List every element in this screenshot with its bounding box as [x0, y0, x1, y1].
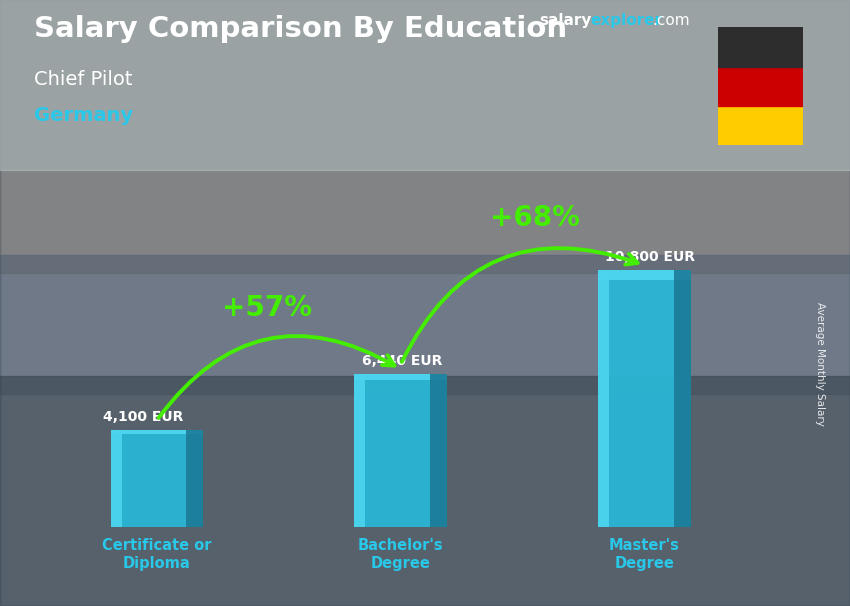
FancyArrowPatch shape [402, 248, 638, 362]
Bar [0, 0, 850, 273]
Text: 6,440 EUR: 6,440 EUR [361, 354, 442, 368]
Bar [718, 67, 803, 106]
Bar [186, 430, 203, 527]
Text: Chief Pilot: Chief Pilot [34, 70, 133, 88]
Bar [430, 374, 447, 527]
Bar [598, 270, 609, 527]
Text: 10,800 EUR: 10,800 EUR [605, 250, 695, 264]
Text: Salary Comparison By Education: Salary Comparison By Education [34, 15, 567, 43]
Text: explorer: explorer [591, 13, 663, 28]
Bar [0, 376, 850, 606]
Text: .com: .com [653, 13, 690, 28]
Bar [354, 374, 366, 527]
Text: Average Monthly Salary: Average Monthly Salary [815, 302, 825, 425]
Bar [598, 270, 690, 281]
Text: 4,100 EUR: 4,100 EUR [104, 410, 184, 424]
Bar [110, 430, 122, 527]
Bar [0, 0, 850, 170]
Bar [354, 374, 447, 527]
Bar [110, 430, 203, 527]
Text: Germany: Germany [34, 106, 133, 125]
Text: salary: salary [540, 13, 592, 28]
Bar [598, 270, 690, 527]
FancyArrowPatch shape [159, 336, 394, 418]
Bar [110, 430, 203, 433]
Bar [0, 255, 850, 394]
Bar [354, 374, 447, 380]
Text: +57%: +57% [222, 293, 312, 322]
Bar [718, 27, 803, 67]
Text: +68%: +68% [490, 204, 580, 232]
Bar [673, 270, 690, 527]
Bar [718, 106, 803, 145]
